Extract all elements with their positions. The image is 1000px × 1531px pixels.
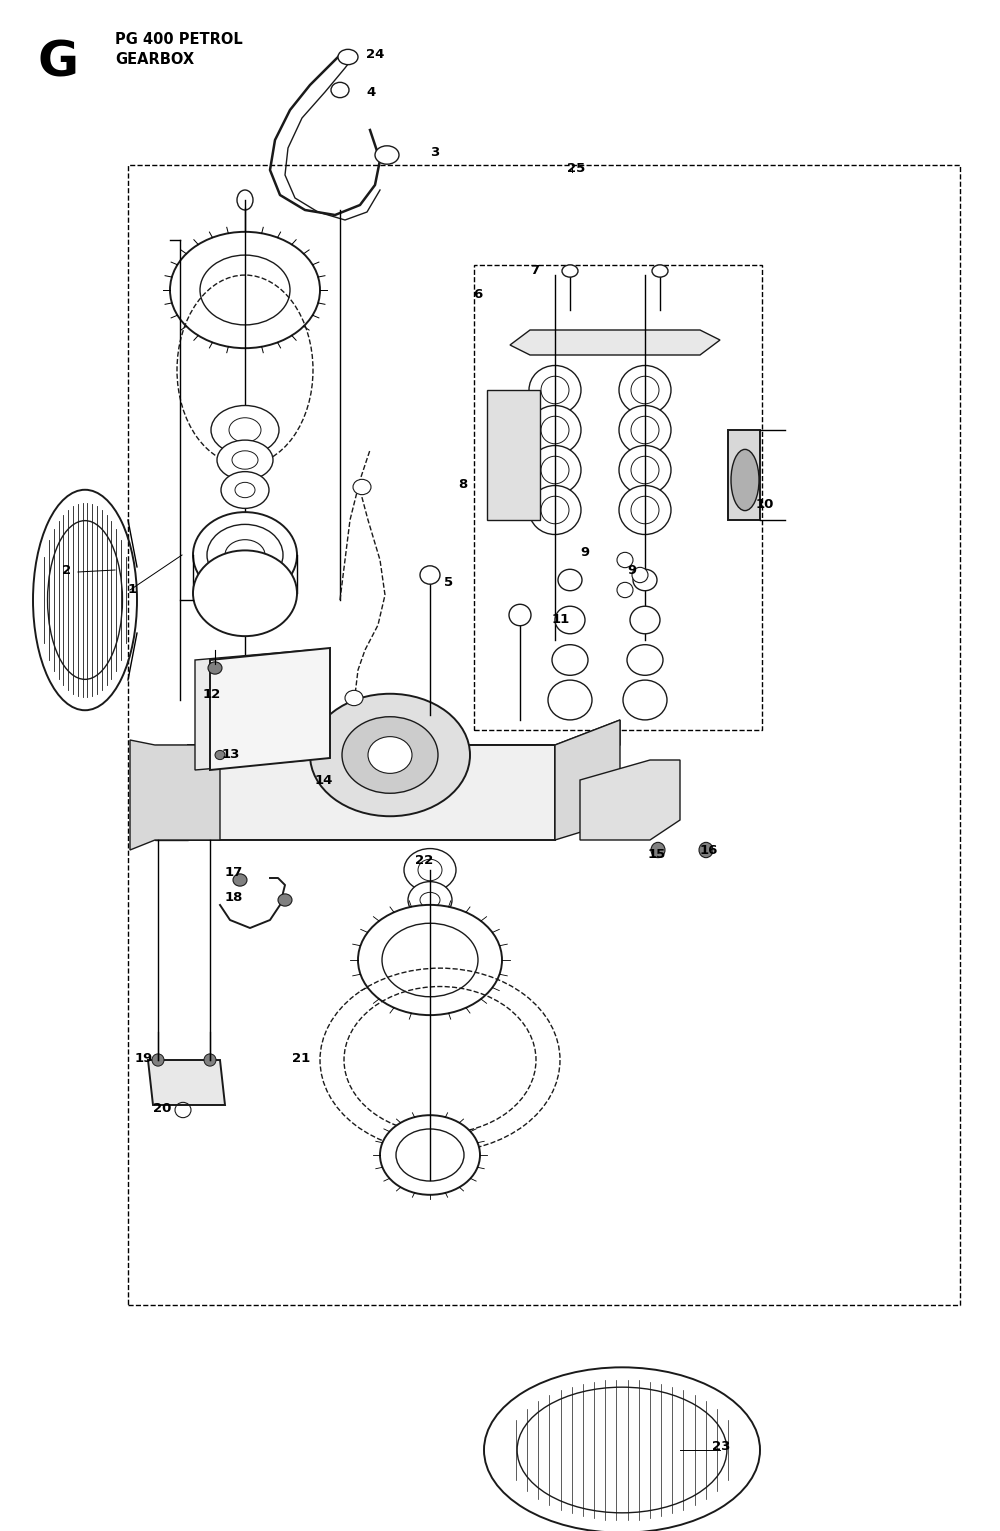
Ellipse shape — [627, 645, 663, 675]
Ellipse shape — [237, 190, 253, 210]
Ellipse shape — [558, 570, 582, 591]
Ellipse shape — [152, 1053, 164, 1066]
Text: 5: 5 — [444, 576, 453, 588]
Text: 13: 13 — [222, 749, 240, 761]
Ellipse shape — [529, 366, 581, 415]
Ellipse shape — [358, 905, 502, 1015]
Ellipse shape — [193, 551, 297, 637]
Ellipse shape — [233, 874, 247, 886]
Polygon shape — [155, 746, 188, 841]
Text: 6: 6 — [473, 288, 482, 302]
Ellipse shape — [617, 582, 633, 597]
Ellipse shape — [623, 680, 667, 720]
Text: 17: 17 — [225, 865, 243, 879]
Ellipse shape — [509, 605, 531, 626]
Bar — [474, 265, 762, 730]
Text: 8: 8 — [458, 479, 467, 491]
Ellipse shape — [619, 485, 671, 534]
Ellipse shape — [204, 1053, 216, 1066]
Ellipse shape — [630, 606, 660, 634]
Polygon shape — [210, 648, 330, 770]
Ellipse shape — [529, 406, 581, 455]
Ellipse shape — [699, 842, 713, 857]
Text: 14: 14 — [315, 773, 333, 787]
Text: 3: 3 — [430, 147, 439, 159]
Bar — [487, 390, 540, 521]
Ellipse shape — [552, 645, 588, 675]
Text: 24: 24 — [366, 49, 384, 61]
Ellipse shape — [380, 1115, 480, 1194]
Text: 23: 23 — [712, 1441, 730, 1453]
Text: 1: 1 — [128, 583, 137, 597]
Ellipse shape — [408, 882, 452, 919]
Ellipse shape — [633, 570, 657, 591]
Text: 2: 2 — [62, 563, 71, 577]
Text: 25: 25 — [567, 161, 585, 175]
Ellipse shape — [651, 842, 665, 857]
Text: 9: 9 — [580, 545, 589, 559]
Ellipse shape — [548, 680, 592, 720]
Text: 12: 12 — [203, 689, 221, 701]
Ellipse shape — [215, 750, 225, 759]
Polygon shape — [195, 651, 310, 770]
Ellipse shape — [331, 83, 349, 98]
Ellipse shape — [342, 717, 438, 793]
Ellipse shape — [217, 439, 273, 479]
Polygon shape — [580, 759, 680, 841]
Text: 10: 10 — [756, 499, 774, 511]
Text: 11: 11 — [552, 614, 570, 626]
Text: 9: 9 — [627, 563, 636, 577]
Ellipse shape — [619, 446, 671, 495]
Ellipse shape — [353, 479, 371, 495]
Polygon shape — [510, 331, 720, 355]
Text: 20: 20 — [153, 1101, 171, 1115]
Polygon shape — [188, 720, 620, 770]
Ellipse shape — [278, 894, 292, 906]
Ellipse shape — [555, 606, 585, 634]
Polygon shape — [188, 746, 555, 841]
Text: 15: 15 — [648, 848, 666, 862]
Ellipse shape — [368, 736, 412, 773]
Polygon shape — [555, 720, 620, 841]
Ellipse shape — [632, 568, 648, 583]
Ellipse shape — [375, 145, 399, 164]
Ellipse shape — [420, 566, 440, 585]
Polygon shape — [148, 1059, 225, 1105]
Ellipse shape — [617, 553, 633, 568]
Text: 18: 18 — [225, 891, 243, 903]
Text: 22: 22 — [415, 853, 433, 867]
Ellipse shape — [338, 49, 358, 64]
Ellipse shape — [619, 366, 671, 415]
Ellipse shape — [562, 265, 578, 277]
Ellipse shape — [193, 513, 297, 599]
Text: PG 400 PETROL: PG 400 PETROL — [115, 32, 243, 47]
Polygon shape — [130, 739, 220, 850]
Text: GEARBOX: GEARBOX — [115, 52, 194, 67]
Text: 21: 21 — [292, 1052, 310, 1064]
Ellipse shape — [529, 446, 581, 495]
Bar — [128, 165, 960, 1304]
Ellipse shape — [208, 661, 222, 674]
Ellipse shape — [310, 694, 470, 816]
Text: 4: 4 — [366, 86, 375, 98]
Text: 19: 19 — [135, 1052, 153, 1064]
Ellipse shape — [170, 231, 320, 348]
Ellipse shape — [731, 450, 759, 511]
Ellipse shape — [345, 690, 363, 706]
Text: 7: 7 — [530, 265, 539, 277]
Ellipse shape — [529, 485, 581, 534]
Ellipse shape — [404, 848, 456, 891]
Ellipse shape — [619, 406, 671, 455]
Ellipse shape — [652, 265, 668, 277]
Ellipse shape — [221, 472, 269, 508]
Ellipse shape — [211, 406, 279, 455]
Text: G: G — [38, 38, 79, 86]
Text: 16: 16 — [700, 844, 718, 856]
Bar — [728, 430, 760, 521]
